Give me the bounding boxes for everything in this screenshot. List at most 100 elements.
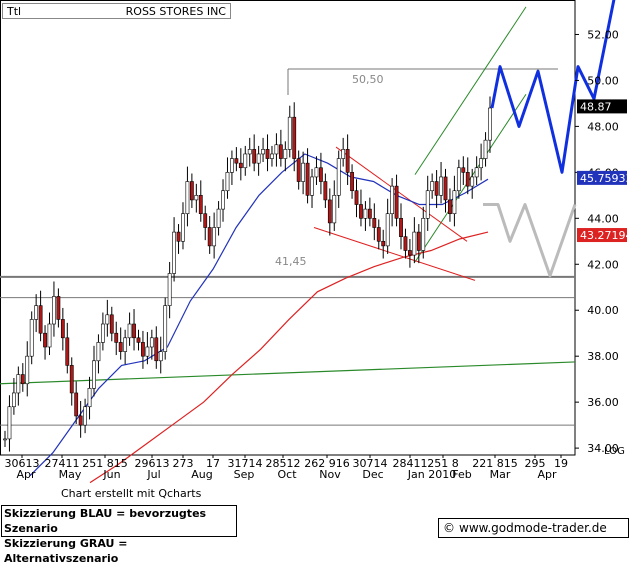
candle-body bbox=[141, 342, 145, 357]
candle-body bbox=[109, 314, 114, 334]
candle-body bbox=[430, 181, 435, 192]
candle-body bbox=[425, 190, 430, 219]
candle-body bbox=[127, 323, 132, 339]
candle bbox=[274, 133, 279, 167]
candle-body bbox=[114, 332, 119, 343]
candle bbox=[421, 206, 426, 259]
candle-body bbox=[483, 139, 488, 159]
candle bbox=[92, 345, 96, 397]
ma-short-line bbox=[29, 153, 489, 477]
candle-body bbox=[439, 176, 443, 196]
candle-body bbox=[185, 181, 190, 215]
candle-body bbox=[69, 365, 74, 394]
candle-body bbox=[234, 158, 239, 164]
scenario-legend: Skizzierung BLAU = bevorzugtes Szenario … bbox=[1, 505, 237, 565]
candle-body bbox=[123, 337, 128, 352]
candle bbox=[359, 189, 363, 227]
candle bbox=[461, 156, 466, 185]
candle bbox=[158, 336, 163, 374]
candle bbox=[163, 297, 168, 360]
candle-body bbox=[296, 158, 301, 182]
candle bbox=[323, 173, 328, 208]
website-link[interactable]: © www.godmode-trader.de bbox=[438, 518, 629, 538]
x-day-label: 31714 bbox=[228, 457, 263, 470]
ma-long-tag: 43.27194 bbox=[580, 229, 631, 242]
candle-body bbox=[167, 273, 172, 306]
candle bbox=[198, 180, 203, 222]
y-tick-label: 38.00 bbox=[587, 350, 619, 363]
candle bbox=[261, 137, 265, 163]
candle-body bbox=[87, 388, 92, 408]
candle bbox=[403, 228, 408, 259]
candle-body bbox=[7, 406, 12, 440]
candle bbox=[301, 151, 306, 195]
candle bbox=[20, 363, 25, 392]
candle-body bbox=[172, 231, 176, 274]
candle bbox=[185, 166, 190, 227]
candle bbox=[367, 197, 372, 227]
candle-body bbox=[278, 144, 283, 159]
candle bbox=[332, 180, 337, 231]
x-day-label: 29613 bbox=[135, 457, 170, 470]
annotation-41-45: 41,45 bbox=[275, 255, 307, 268]
candle-body bbox=[323, 181, 328, 201]
candle-body bbox=[43, 332, 47, 348]
candle-body bbox=[100, 323, 105, 343]
x-month-label: Feb bbox=[452, 468, 471, 481]
candle bbox=[430, 173, 435, 199]
x-day-label: 295 bbox=[525, 457, 546, 470]
candle bbox=[38, 290, 43, 342]
candle bbox=[225, 157, 230, 199]
candle bbox=[416, 224, 421, 264]
candle-body bbox=[256, 153, 261, 164]
candle-body bbox=[461, 167, 466, 173]
candle bbox=[34, 294, 39, 333]
candle bbox=[390, 178, 395, 227]
x-month-label: Nov bbox=[319, 468, 341, 481]
x-day-label: 221 815 bbox=[472, 457, 518, 470]
candle bbox=[114, 321, 119, 356]
x-day-label: 273 bbox=[173, 457, 194, 470]
candle-body bbox=[78, 415, 83, 426]
candle-body bbox=[270, 153, 274, 159]
candle-body bbox=[408, 250, 412, 256]
candle-body bbox=[332, 195, 337, 224]
wedge-upper-line bbox=[335, 146, 468, 242]
x-month-label: Oct bbox=[277, 468, 297, 481]
candle bbox=[141, 330, 145, 369]
candle bbox=[399, 203, 403, 250]
candle bbox=[7, 395, 12, 452]
x-day-label: 28512 bbox=[266, 457, 301, 470]
candle bbox=[456, 159, 461, 199]
long-support-trendline bbox=[0, 361, 576, 385]
candle bbox=[448, 188, 452, 222]
candle-body bbox=[207, 227, 212, 247]
x-day-label: 19 bbox=[554, 457, 568, 470]
candle-body bbox=[154, 337, 159, 362]
candle-body bbox=[381, 240, 386, 247]
candle bbox=[203, 205, 208, 241]
candle-body bbox=[83, 406, 87, 426]
candle-body bbox=[474, 167, 479, 178]
candle-body bbox=[52, 296, 56, 325]
y-tick-label: 36.00 bbox=[587, 396, 619, 409]
candle-body bbox=[145, 346, 150, 357]
candle-body bbox=[465, 172, 470, 187]
ma-short-tag: 45.75933 bbox=[580, 172, 631, 185]
candle bbox=[52, 281, 56, 337]
candle bbox=[256, 145, 261, 176]
x-month-label: Sep bbox=[234, 468, 255, 481]
x-month-label: Apr bbox=[537, 468, 557, 481]
price-chart: 50,50 41,45 34.00 36.00 38.00 40.00 42.00 44.0… bbox=[0, 0, 631, 484]
ma-short-tag-bg bbox=[577, 170, 627, 185]
candle bbox=[29, 311, 34, 365]
candle bbox=[238, 148, 243, 181]
x-day-label: 27411 bbox=[45, 457, 80, 470]
log-scale-label: LOG bbox=[604, 446, 625, 457]
candle-body bbox=[158, 351, 163, 362]
y-tick-label: 42.00 bbox=[587, 258, 619, 271]
chart-title: ROSS STORES INC bbox=[125, 5, 226, 18]
candle-body bbox=[38, 305, 43, 334]
candle bbox=[145, 332, 150, 365]
candle bbox=[381, 229, 386, 259]
